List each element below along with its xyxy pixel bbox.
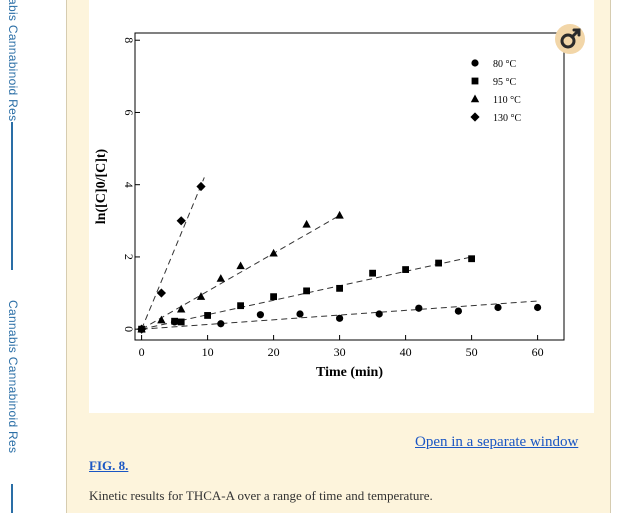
data-point-1: [237, 302, 244, 310]
data-point-2: [177, 304, 186, 313]
data-point-3: [137, 324, 147, 334]
data-point-1: [435, 259, 442, 267]
x-tick-label: 30: [334, 345, 346, 359]
open-separate-window-link[interactable]: Open in a separate window: [415, 434, 579, 450]
data-point-1: [177, 318, 185, 326]
data-point-1: [369, 269, 376, 277]
fit-line-0: [141, 300, 538, 330]
sidebar: abis Cannabinoid Res Cannabis Cannabinoi…: [0, 0, 40, 513]
data-point-2: [216, 274, 225, 282]
data-point-1: [402, 266, 409, 273]
y-tick-label: 0: [122, 326, 136, 332]
y-axis-label: ln([C]0/[C]t): [94, 148, 109, 224]
data-point-3: [156, 288, 166, 298]
sidebar-divider-top: [11, 122, 13, 270]
data-point-2: [236, 261, 245, 270]
data-point-0: [454, 307, 462, 315]
legend-label: 95 °C: [493, 77, 516, 88]
legend-label: 80 °C: [493, 59, 516, 70]
data-point-0: [256, 311, 264, 319]
x-tick-label: 0: [139, 345, 145, 359]
leaf-badge-icon[interactable]: [555, 24, 585, 54]
x-axis-label: Time (min): [316, 365, 383, 380]
fit-line-1: [141, 256, 472, 330]
data-point-1: [303, 287, 310, 295]
data-point-1: [468, 255, 475, 263]
data-point-3: [196, 181, 206, 192]
y-tick-label: 4: [122, 182, 136, 188]
data-point-0: [217, 320, 225, 328]
figure-label-link[interactable]: FIG. 8.: [89, 458, 129, 473]
data-point-2: [196, 292, 206, 300]
figure-panel: 0 10 20 30 40 50 60 0 2 4 6 8 Time (min) ln([C]0/[C]t…: [66, 0, 611, 513]
data-point-0: [534, 303, 542, 312]
journal-label-top[interactable]: abis Cannabinoid Res: [6, 0, 20, 122]
data-point-0: [336, 314, 344, 322]
leaf-icon: [560, 28, 581, 49]
data-point-0: [415, 304, 423, 312]
x-tick-label: 50: [466, 345, 478, 359]
data-point-3: [176, 216, 186, 226]
x-tick-label: 40: [400, 345, 412, 359]
data-point-1: [336, 284, 343, 292]
sidebar-journal-labels: abis Cannabinoid Res Cannabis Cannabinoi…: [4, 0, 20, 513]
x-tick-label: 20: [268, 345, 280, 359]
y-tick-label: 2: [122, 254, 136, 260]
fit-line-3: [141, 177, 205, 330]
data-point-2: [335, 210, 344, 219]
legend-marker: [470, 94, 480, 103]
legend-label: 130 °C: [493, 113, 521, 124]
data-point-1: [270, 293, 277, 301]
legend-marker: [471, 77, 479, 85]
figure-caption: Kinetic results for THCA-A over a range …: [89, 488, 433, 503]
plot-frame: [134, 32, 565, 341]
legend-marker: [470, 112, 480, 122]
data-point-2: [269, 248, 278, 257]
sidebar-divider-bottom: [11, 484, 13, 513]
data-point-1: [171, 317, 178, 325]
fit-line-2: [141, 214, 340, 330]
x-tick-label: 10: [202, 345, 214, 359]
x-tick-label: 60: [532, 345, 544, 359]
data-point-2: [157, 315, 166, 324]
data-point-1: [204, 312, 211, 319]
legend-label: 110 °C: [493, 95, 521, 106]
journal-label-bottom[interactable]: Cannabis Cannabinoid Res: [6, 300, 20, 454]
legend-marker: [471, 59, 479, 67]
data-point-0: [296, 310, 304, 318]
data-point-0: [375, 310, 383, 318]
data-point-0: [494, 303, 502, 312]
figure-image[interactable]: 0 10 20 30 40 50 60 0 2 4 6 8 Time (min) ln([C]0/[C]t…: [89, 0, 594, 413]
y-tick-label: 6: [122, 109, 136, 115]
chart: 0 10 20 30 40 50 60 0 2 4 6 8 Time (min) ln([C]0/[C]t…: [94, 32, 565, 380]
y-tick-label: 8: [122, 37, 136, 43]
data-point-2: [302, 219, 311, 228]
